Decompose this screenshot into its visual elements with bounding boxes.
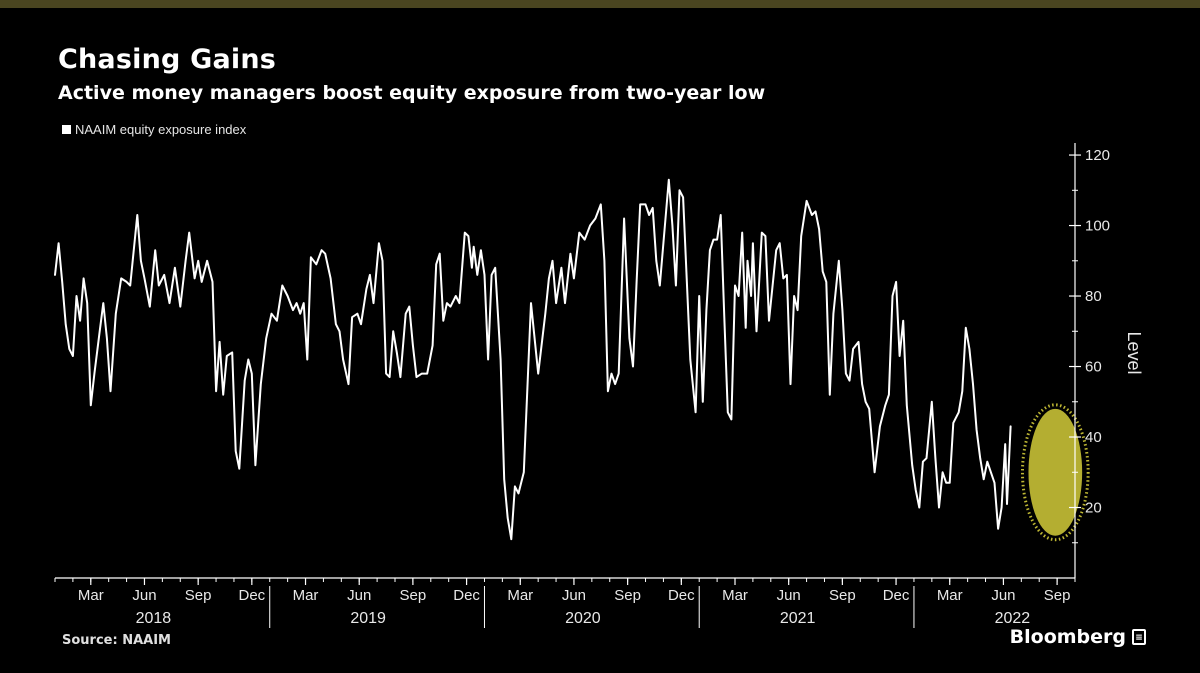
legend-label: NAAIM equity exposure index (75, 122, 247, 137)
x-year-label: 2019 (350, 610, 386, 627)
series-line (54, 178, 1012, 541)
x-tick-label: Sep (185, 587, 212, 604)
x-tick-label: Jun (347, 587, 371, 604)
y-tick-label: 120 (1085, 147, 1110, 164)
highlight-ellipse (1028, 408, 1083, 536)
chart-legend: NAAIM equity exposure index (62, 122, 246, 137)
brand-name: Bloomberg (1009, 626, 1126, 648)
x-tick-label: Jun (991, 587, 1015, 604)
x-tick-label: Sep (400, 587, 427, 604)
x-tick-label: Sep (614, 587, 641, 604)
chart-title: Chasing Gains (58, 44, 277, 75)
bloomberg-icon: ≡ (1132, 629, 1146, 645)
y-tick-label: 40 (1085, 429, 1102, 446)
x-tick-label: Dec (883, 587, 910, 604)
brand-logo: Bloomberg ≡ (1010, 626, 1146, 648)
x-tick-label: Jun (132, 587, 156, 604)
y-tick-label: 20 (1085, 500, 1102, 517)
x-year-label: 2018 (136, 610, 172, 627)
x-year-label: 2021 (780, 610, 816, 627)
y-tick-label: 100 (1085, 218, 1110, 235)
x-tick-label: Mar (78, 587, 104, 604)
x-tick-label: Sep (829, 587, 856, 604)
x-tick-label: Jun (777, 587, 801, 604)
chart-subtitle: Active money managers boost equity expos… (58, 82, 766, 104)
x-tick-label: Mar (937, 587, 963, 604)
y-tick-label: 80 (1085, 288, 1102, 305)
x-year-label: 2022 (995, 610, 1031, 627)
x-tick-label: Mar (293, 587, 319, 604)
x-tick-label: Dec (453, 587, 480, 604)
legend-swatch (62, 125, 71, 134)
y-axis-label: Level (1124, 331, 1144, 374)
x-year-label: 2020 (565, 610, 601, 627)
source-note: Source: NAAIM (62, 633, 171, 648)
x-tick-label: Mar (507, 587, 533, 604)
x-tick-label: Dec (668, 587, 695, 604)
x-tick-label: Mar (722, 587, 748, 604)
top-accent-bar (0, 0, 1200, 8)
x-tick-label: Jun (562, 587, 586, 604)
x-tick-label: Sep (1044, 587, 1071, 604)
x-tick-label: Dec (238, 587, 265, 604)
y-tick-label: 60 (1085, 359, 1102, 376)
highlight-glow (1020, 403, 1090, 542)
